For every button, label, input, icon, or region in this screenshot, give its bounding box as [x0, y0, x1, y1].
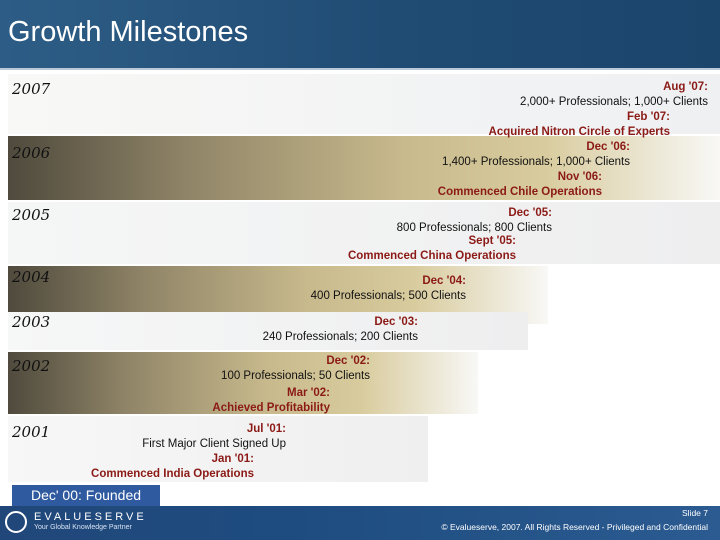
milestone-2006-dec-date: Dec '06: [586, 141, 630, 153]
milestone-2006-nov: Nov '06: Commenced Chile Operations [438, 170, 602, 200]
year-2001: 2001 [12, 423, 51, 441]
year-2003: 2003 [12, 313, 51, 331]
milestone-2002-mar-date: Mar '02: [286, 387, 330, 399]
milestone-2001-jan: Jan '01: Commenced India Operations [91, 452, 254, 482]
band-2006 [8, 136, 720, 200]
milestone-2001-jul-detail: First Major Client Signed Up [142, 438, 286, 450]
milestone-2006-dec: Dec '06: 1,400+ Professionals; 1,000+ Cl… [442, 140, 630, 170]
milestone-2006-nov-date: Nov '06: [557, 171, 602, 183]
milestone-2005-sept-date: Sept '05: [468, 235, 516, 247]
milestone-2002-mar-detail: Achieved Profitability [212, 402, 330, 414]
milestone-2003-dec: Dec '03: 240 Professionals; 200 Clients [263, 315, 418, 345]
founded-badge: Dec' 00: Founded [12, 485, 160, 506]
milestone-2004-dec: Dec '04: 400 Professionals; 500 Clients [311, 274, 466, 304]
year-2006: 2006 [12, 144, 51, 162]
milestone-2005-dec: Dec '05: 800 Professionals; 800 Clients [397, 206, 552, 236]
milestone-2005-dec-detail: 800 Professionals; 800 Clients [396, 222, 552, 234]
milestone-2003-dec-date: Dec '03: [374, 316, 418, 328]
year-2004: 2004 [12, 268, 51, 286]
band-2002 [8, 352, 478, 414]
milestone-2005-dec-date: Dec '05: [508, 207, 552, 219]
band-2007 [8, 74, 720, 134]
milestone-2002-dec: Dec '02: 100 Professionals; 50 Clients [221, 354, 370, 384]
milestone-2005-sept-detail: Commenced China Operations [347, 250, 516, 262]
milestone-2001-jul-date: Jul '01: [246, 423, 286, 435]
band-2005 [8, 202, 720, 264]
milestone-2002-dec-detail: 100 Professionals; 50 Clients [221, 370, 370, 382]
band-2001 [8, 416, 428, 482]
brand-tagline: Your Global Knowledge Partner [34, 524, 132, 531]
milestone-2007-feb: Feb '07: Acquired Nitron Circle of Exper… [489, 110, 670, 140]
milestone-2004-dec-date: Dec '04: [422, 275, 466, 287]
footer-bar [0, 506, 720, 540]
slide-number: Slide 7 [682, 508, 708, 518]
milestone-2007-feb-detail: Acquired Nitron Circle of Experts [488, 126, 670, 138]
milestone-2007-aug-date: Aug '07: [663, 81, 708, 93]
copyright-text: © Evalueserve, 2007. All Rights Reserved… [441, 522, 708, 532]
milestone-2006-nov-detail: Commenced Chile Operations [437, 186, 602, 198]
milestone-2006-dec-detail: 1,400+ Professionals; 1,000+ Clients [442, 156, 630, 168]
milestone-2003-dec-detail: 240 Professionals; 200 Clients [262, 331, 418, 343]
globe-logo-icon [5, 511, 27, 533]
milestone-2002-mar: Mar '02: Achieved Profitability [212, 386, 330, 416]
milestone-2004-dec-detail: 400 Professionals; 500 Clients [310, 290, 466, 302]
milestone-2002-dec-date: Dec '02: [326, 355, 370, 367]
milestone-2001-jan-detail: Commenced India Operations [91, 468, 254, 480]
milestone-2001-jul: Jul '01: First Major Client Signed Up [142, 422, 286, 452]
year-2002: 2002 [12, 357, 51, 375]
milestone-2007-aug: Aug '07: 2,000+ Professionals; 1,000+ Cl… [520, 80, 708, 110]
page-title: Growth Milestones [8, 16, 249, 48]
year-2007: 2007 [12, 80, 51, 98]
milestone-2005-sept: Sept '05: Commenced China Operations [348, 234, 516, 264]
milestone-2007-aug-detail: 2,000+ Professionals; 1,000+ Clients [520, 96, 708, 108]
milestone-2007-feb-date: Feb '07: [627, 111, 670, 123]
milestone-2001-jan-date: Jan '01: [211, 453, 254, 465]
band-2003 [8, 312, 528, 350]
header-bar: Growth Milestones [0, 0, 720, 70]
brand-name: EVALUESERVE [34, 511, 147, 523]
year-2005: 2005 [12, 206, 51, 224]
